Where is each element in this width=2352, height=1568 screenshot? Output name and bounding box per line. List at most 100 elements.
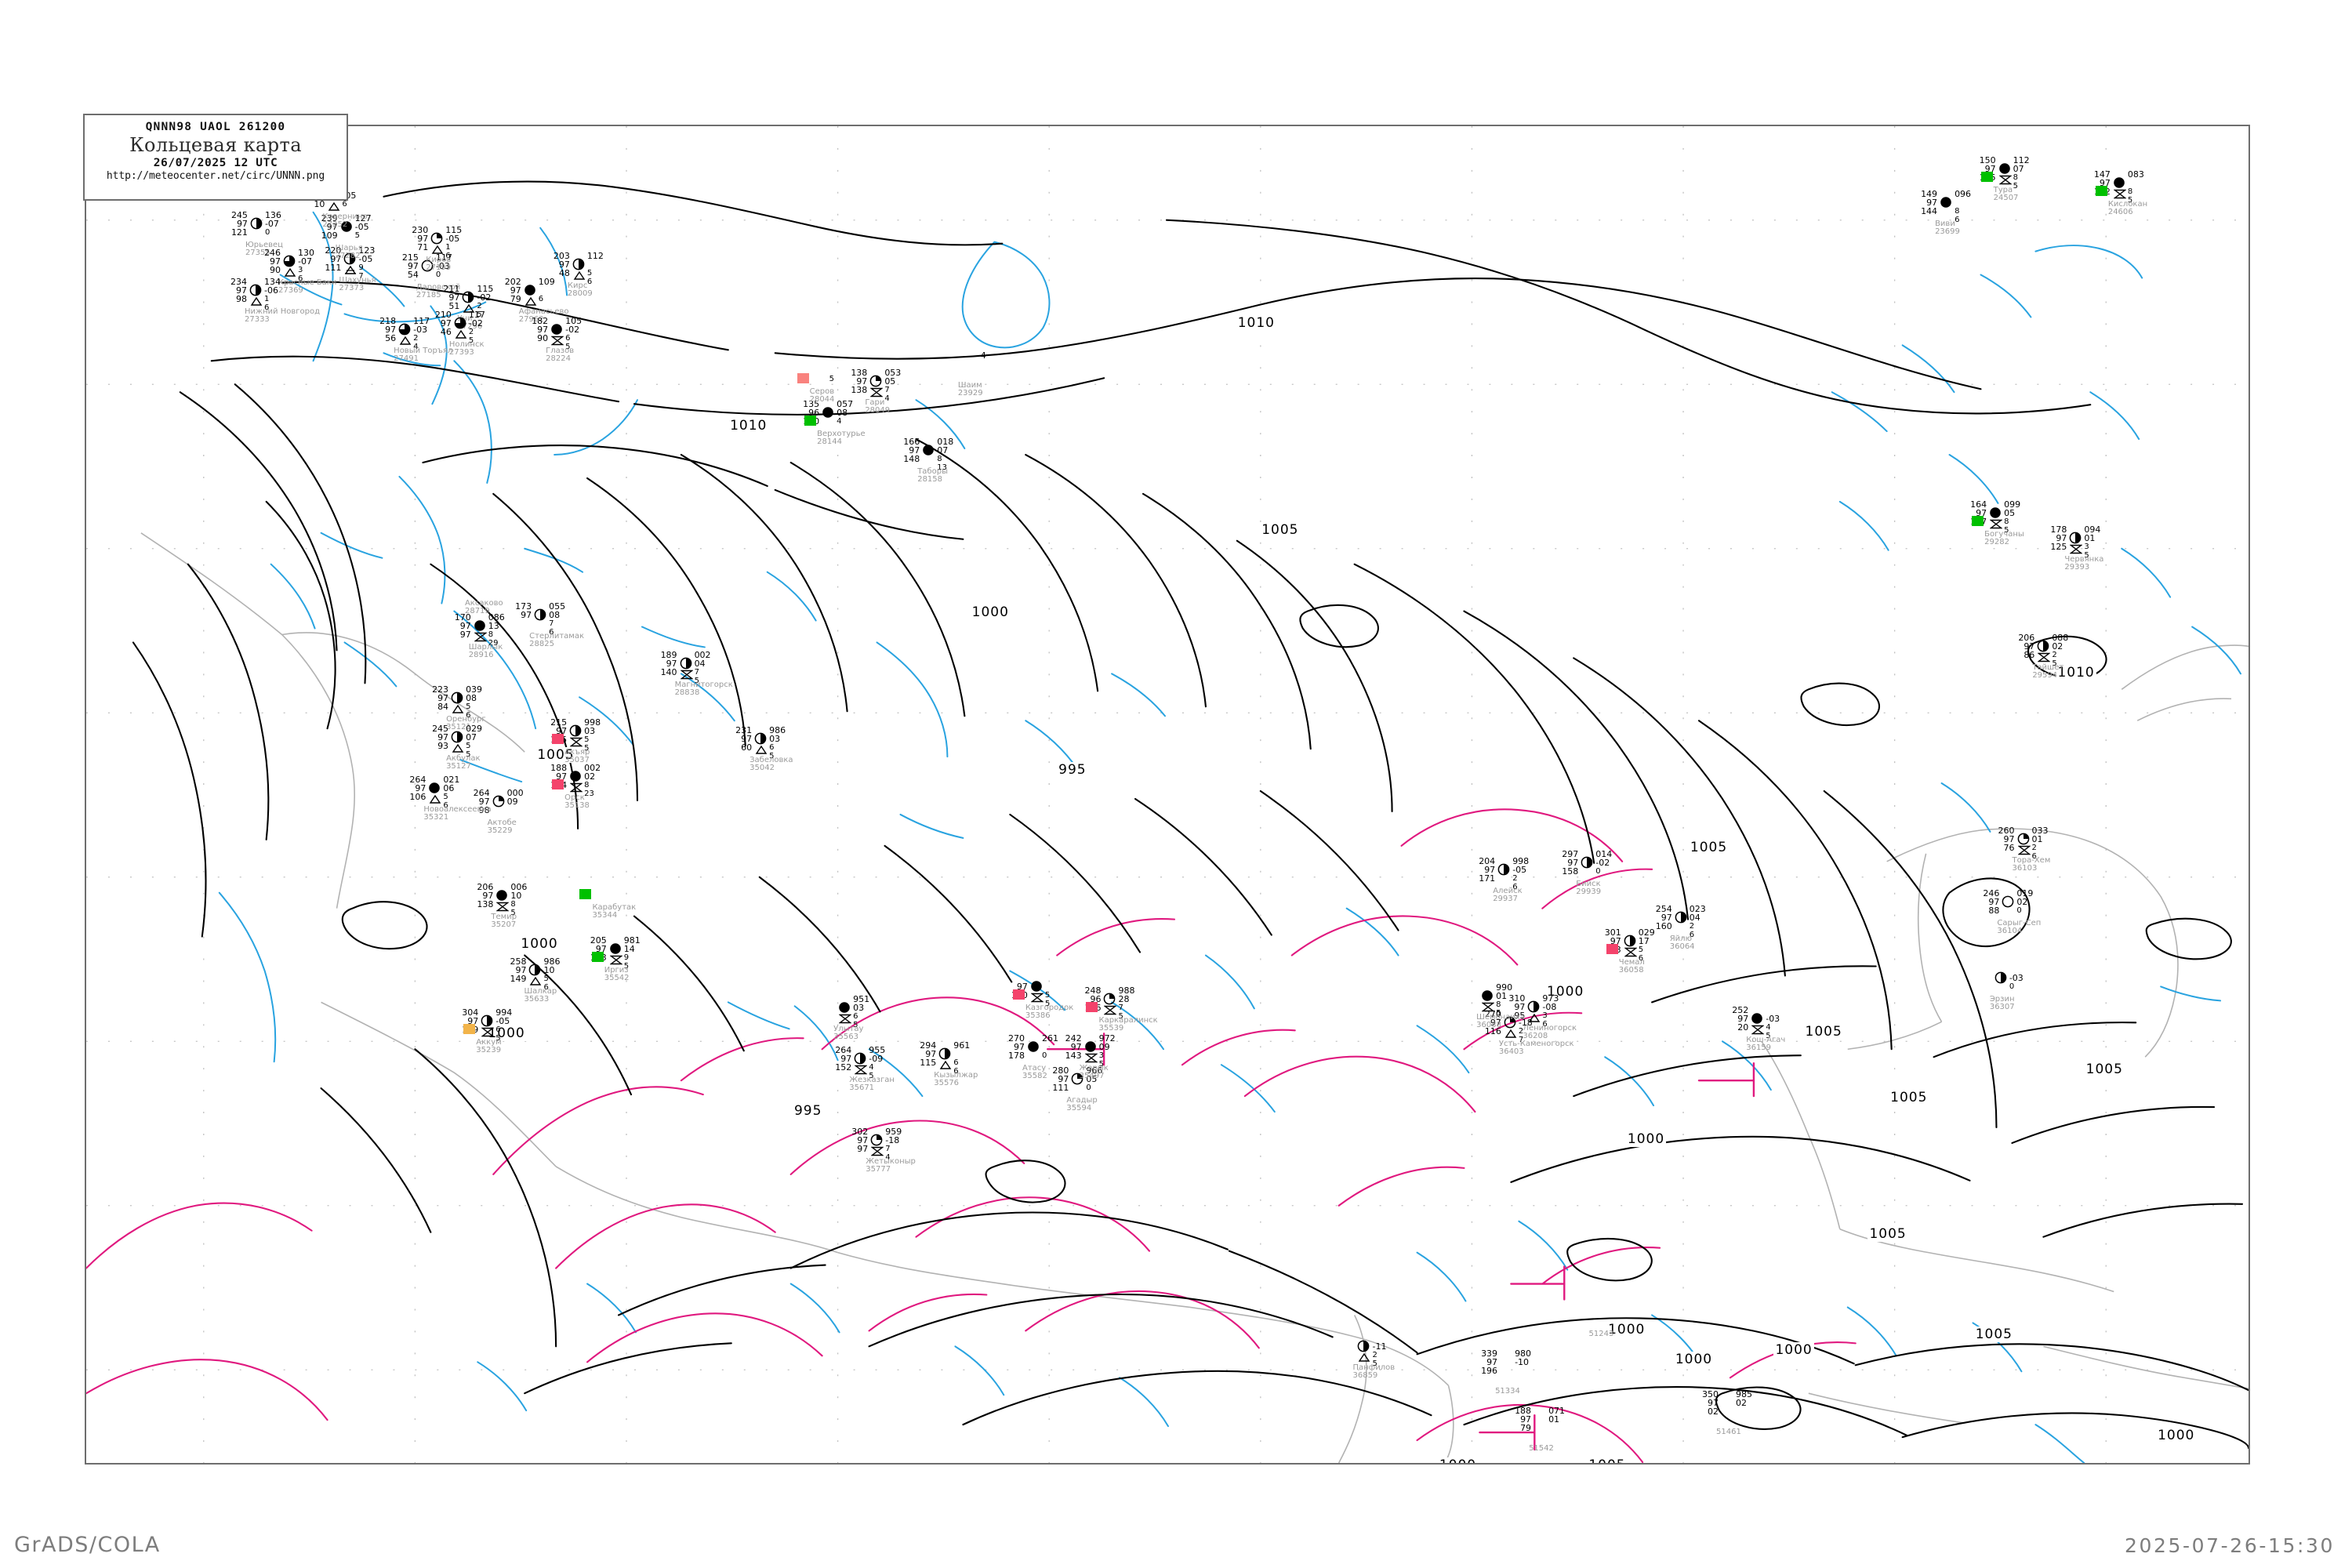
pressure-change: -05 [495,1016,510,1026]
dewpoint: 98 [235,294,247,304]
station-name: Тайшет [2032,663,2064,672]
pressure-change: -05 [358,254,373,264]
temperature: 97 [482,891,494,901]
pressure-tendency: 264 [473,788,490,798]
cloud-cover-icon [451,691,463,704]
pressure-tendency: 188 [1515,1406,1532,1416]
station-id: 28719 [464,607,490,615]
temperature: 97 [857,1135,869,1145]
temperature: 97 [1708,1398,1719,1408]
pressure-change: -02 [1595,858,1610,868]
pressure-change: -02 [468,318,483,328]
cloud-cover-icon [1504,1016,1516,1029]
precipitation-marker [552,734,564,744]
pressure-msl: 006 [510,882,528,892]
pressure-change: 09 [506,797,518,807]
station-name: Казгородок [1025,1004,1074,1012]
pressure-change: 04 [694,659,706,669]
station-name: Глазов [546,347,575,355]
pressure-change: 01 [1548,1414,1560,1425]
map-frame[interactable]: 1010 1010 1005 1000 1005 995 1000 1000 995 1010 10… [85,125,2250,1465]
station-id: 28049 [865,406,891,415]
station-name: Верхотурье [817,430,866,438]
station-id: 36859 [1352,1371,1378,1380]
station-name: Шалкар [524,987,557,996]
pressure-msl: 053 [884,368,902,378]
dewpoint: 95 [1514,1011,1526,1021]
pressure-msl: 033 [2031,826,2049,836]
source-url[interactable]: http://meteocenter.net/circ/UNNN.png [106,170,325,182]
temperature: 97 [1988,897,2000,907]
dewpoint: 98 [478,805,490,815]
station-id: 35594 [1066,1104,1092,1112]
pressure-change: -03 [1766,1014,1780,1024]
temperature: 97 [1976,508,1987,518]
low-cloud-icon [431,243,444,254]
low-cloud-icon [569,781,583,793]
cloud-cover-icon [1940,196,1952,209]
temperature: 97 [440,318,452,328]
pressure-tendency: 301 [1604,927,1621,938]
dewpoint: 20 [1737,1022,1749,1033]
cloud-cover-icon [854,1052,866,1065]
cloud-cover-icon [572,258,585,270]
low-cloud-icon [550,334,564,346]
temperature: 97 [467,1016,479,1026]
low-cloud-icon [495,900,510,912]
low-cloud-icon [1528,1011,1541,1022]
station-name: Эрзин [1989,995,2015,1004]
pressure-msl: 115 [445,225,463,235]
pressure-tendency: 280 [1052,1065,1069,1076]
temperature: 97 [2024,641,2035,652]
pressure-msl: 981 [623,935,641,946]
dewpoint: 10 [314,199,325,209]
low-cloud-icon [474,630,488,642]
temperature: 97 [236,219,248,229]
cloud-cover-icon [495,889,508,902]
station-id: 28825 [529,640,554,648]
pressure-tendency: 220 [325,245,342,256]
pressure-msl: 014 [1595,849,1613,859]
cloud-cover-icon [2113,176,2125,189]
pressure-tendency: 252 [1732,1005,1749,1015]
station-id: 28916 [468,651,494,659]
dewpoint: 143 [1065,1051,1082,1061]
station-name: Червянка [2064,555,2104,564]
pressure-tendency: 310 [1508,993,1526,1004]
cloud-height: 0 [435,270,441,279]
temperature: 97 [856,376,868,387]
cloud-cover-icon [428,782,441,794]
cloud-cover-icon [283,255,296,267]
station-id: 36403 [1498,1047,1524,1056]
station-id: 28144 [817,437,842,446]
isobar-label: 1005 [1889,1089,1929,1105]
low-cloud-icon [2037,651,2051,662]
low-cloud-icon [250,295,263,306]
station-id: 35386 [1025,1011,1051,1020]
isobar-label: 1000 [970,604,1011,620]
isobar-label: 1005 [1867,1226,1908,1243]
cloud-cover-icon [481,1014,493,1027]
pressure-tendency: 150 [1979,155,1996,165]
pressure-change: 06 [443,783,455,793]
cloud-height: 6 [538,295,544,303]
cloud-cover-icon [421,260,434,272]
pressure-change: 05 [2004,508,2016,518]
isobar-label: 1000 [1773,1342,1814,1359]
pressure-msl: 986 [769,725,786,735]
pressure-msl: 039 [466,684,483,695]
isobar-label: 1010 [2056,665,2096,681]
cloud-cover-icon [2002,895,2014,908]
station-name: Шарья [335,244,363,252]
isobar-label: 1010 [1236,315,1276,332]
cloud-height: 0 [2016,906,2022,915]
station-id: 35321 [423,813,449,822]
pressure-tendency: 294 [920,1040,937,1051]
pressure-change: 07 [2013,164,2024,174]
temperature: 97 [1484,865,1496,875]
pressure-tendency: 203 [553,251,570,261]
